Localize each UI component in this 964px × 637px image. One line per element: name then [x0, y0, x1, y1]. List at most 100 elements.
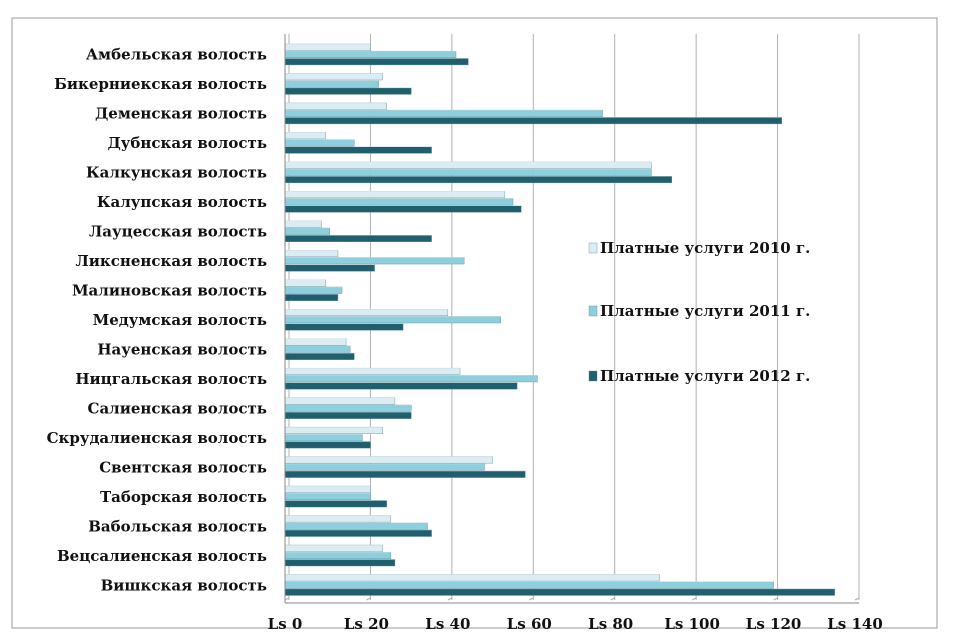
- bar: [284, 485, 371, 493]
- category-label: Ликсненская волость: [76, 252, 267, 270]
- bar: [284, 397, 396, 405]
- x-tick-labels: Ls 0 Ls 20 Ls 40 Ls 60 Ls 80 Ls 100 Ls 120 Ls 1…: [268, 615, 883, 633]
- bar: [284, 102, 387, 110]
- category-label: Калкунская волость: [86, 164, 267, 182]
- gridline-foot: [366, 597, 371, 601]
- category-label: Вецсалиенская волость: [57, 547, 267, 565]
- bar: [284, 463, 485, 471]
- bar: [284, 87, 412, 95]
- bar: [284, 588, 835, 596]
- bar: [284, 551, 392, 559]
- bar: [284, 205, 522, 213]
- bar: [284, 286, 343, 294]
- category-label: Дубнская волость: [107, 134, 267, 152]
- bar: [284, 257, 465, 265]
- category-label: Медумская волость: [93, 311, 267, 329]
- bar: [284, 456, 493, 464]
- legend-swatch: [588, 242, 598, 254]
- bars: [284, 43, 835, 596]
- bar: [284, 279, 326, 287]
- bar: [284, 404, 412, 412]
- legend-label: Платные услуги 2010 г.: [600, 239, 810, 257]
- bar: [284, 352, 355, 360]
- gridline-foot: [691, 597, 697, 601]
- bar: [284, 529, 432, 537]
- category-label: Бикерниекская волость: [54, 75, 267, 93]
- bar: [284, 581, 774, 589]
- category-label: Таборская волость: [100, 488, 267, 506]
- bar: [284, 441, 371, 449]
- bar: [284, 168, 652, 176]
- legend-label: Платные услуги 2012 г.: [600, 367, 810, 385]
- x-tick-label: Ls 0: [268, 615, 303, 633]
- bar: [284, 116, 782, 125]
- x-tick-label: Ls 120: [746, 615, 802, 633]
- bar: [284, 559, 396, 567]
- gridline-foot: [610, 597, 615, 601]
- bar: [284, 345, 351, 353]
- category-label: Скрудалиенская волость: [47, 429, 267, 447]
- bar: [284, 73, 383, 81]
- bar: [284, 500, 387, 508]
- category-label: Свентская волость: [99, 458, 267, 476]
- bar: [284, 191, 506, 199]
- gridline-foot: [773, 597, 778, 601]
- category-label: Малиновская волость: [72, 282, 267, 300]
- bar: [284, 574, 660, 582]
- bar: [284, 515, 392, 523]
- bar: [284, 220, 322, 228]
- bar: [284, 316, 501, 324]
- gridline-foot: [529, 597, 534, 601]
- legend-swatch: [588, 370, 598, 382]
- bar: [284, 522, 428, 530]
- x-tick-label: Ls 80: [588, 615, 633, 633]
- bar: [284, 43, 371, 51]
- bar: [284, 249, 339, 258]
- bar: [284, 80, 379, 88]
- bar: [284, 227, 330, 235]
- category-label: Лауцесская волость: [89, 223, 267, 241]
- bar: [284, 264, 375, 272]
- bar: [284, 375, 538, 383]
- gridline-foot: [854, 597, 860, 601]
- category-label: Вабольская волость: [88, 517, 267, 535]
- category-label: Науенская волость: [97, 340, 267, 358]
- x-tick-label: Ls 40: [425, 615, 470, 633]
- bar: [284, 161, 652, 169]
- bar: [284, 308, 449, 317]
- bar: [284, 58, 469, 66]
- bar: [284, 139, 355, 147]
- x-tick-label: Ls 20: [344, 615, 389, 633]
- category-label: Деменская волость: [95, 105, 267, 123]
- gridline-foot: [284, 597, 290, 601]
- legend-swatch: [588, 305, 598, 317]
- bar: [284, 470, 526, 478]
- bar: [284, 234, 432, 242]
- bar: [284, 433, 363, 442]
- bar: [284, 323, 404, 331]
- bar: [284, 544, 383, 552]
- x-tick-label: Ls 60: [507, 615, 552, 633]
- bar: [284, 426, 383, 434]
- bar: [284, 198, 514, 206]
- category-label: Калупская волость: [97, 193, 267, 211]
- bar: [284, 367, 461, 375]
- axes: [284, 34, 859, 604]
- bar: [284, 338, 347, 346]
- bar: [284, 293, 339, 301]
- bar: [284, 132, 326, 140]
- bar: [284, 50, 457, 58]
- legend: Платные услуги 2010 г. Платные услуги 201…: [588, 239, 810, 385]
- x-tick-label: Ls 140: [827, 615, 883, 633]
- category-labels: Амбельская волость Бикерниекская волость Д…: [47, 46, 267, 595]
- bar: [284, 411, 412, 419]
- legend-label: Платные услуги 2011 г.: [600, 302, 810, 320]
- gridline-foot: [447, 597, 453, 601]
- category-label: Салиенская волость: [88, 399, 268, 417]
- category-label: Ницгальская волость: [75, 370, 267, 388]
- x-tick-label: Ls 100: [664, 615, 720, 633]
- bar: [284, 175, 672, 184]
- category-label: Вишкская волость: [101, 576, 267, 594]
- bar: [284, 146, 432, 154]
